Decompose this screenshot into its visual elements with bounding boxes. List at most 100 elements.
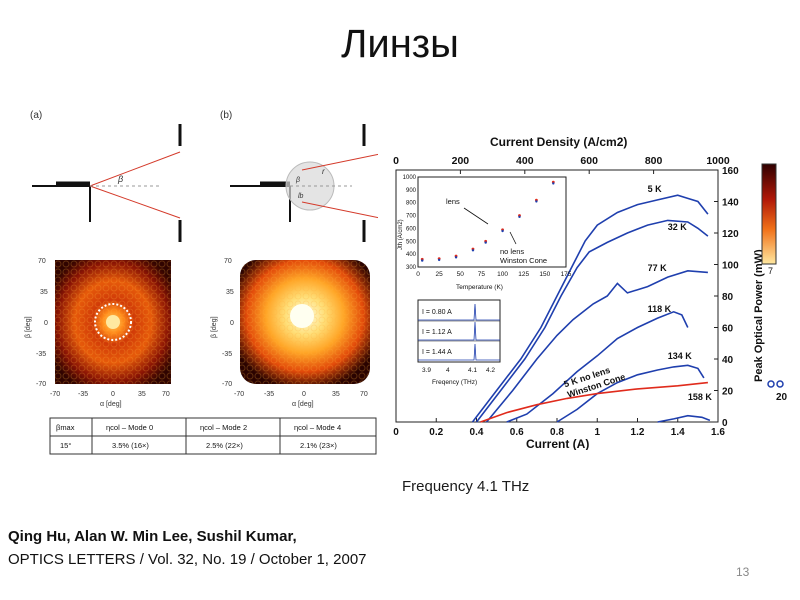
beam-ytick: 70 (224, 258, 232, 265)
beam-ytick: 0 (230, 320, 234, 327)
inset-point-nolens (535, 200, 538, 203)
y-tick-label: 100 (722, 261, 739, 272)
beam-xtick: 0 (302, 391, 306, 398)
top-tick-label: 800 (645, 155, 663, 167)
spectrum-xtick: 3.9 (422, 367, 431, 374)
table-header: ηcol – Mode 4 (294, 423, 341, 432)
spectrum-line (418, 303, 500, 321)
beam-xtick: 35 (138, 391, 146, 398)
y-tick-label: 0 (722, 418, 728, 429)
beam-xtick: -35 (78, 391, 88, 398)
y-axis-label: Peak Optical Power (mW) (753, 249, 765, 382)
citation-authors: Qing Hu, Alan W. Min Lee, Sushil Kumar, (8, 528, 297, 545)
beam-ytick: -70 (36, 381, 46, 388)
spectrum-xlabel: Freqency (THz) (432, 379, 477, 386)
colorbar-marker-icon (776, 380, 784, 388)
beam-xtick: 70 (360, 391, 368, 398)
x-tick-label: 0.4 (470, 427, 484, 438)
beam-ytick: 35 (226, 289, 234, 296)
lb-label: lb (298, 193, 304, 200)
inset-ytick: 900 (406, 188, 417, 194)
inset-xtick: 100 (497, 271, 508, 278)
beam-xtick: -35 (264, 391, 274, 398)
x-tick-label: 1.6 (711, 427, 725, 438)
table-cell: 2.5% (22×) (206, 441, 243, 450)
top-tick-label: 600 (580, 155, 598, 167)
x-axis-label: Current (A) (526, 437, 589, 450)
table-header: ηcol – Mode 0 (106, 423, 153, 432)
inset-point-nolens (501, 229, 504, 233)
page-number: 13 (736, 565, 750, 579)
y-tick-label: 140 (722, 198, 739, 209)
spectrum-xtick: 4 (446, 367, 450, 374)
inset-ylabel: Jth (A/cm2) (398, 219, 404, 250)
inset-xtick: 150 (539, 271, 550, 278)
beam-ylabel: β [deg] (211, 316, 218, 338)
series-line (506, 310, 689, 423)
spectrum-current-label: I = 1.44 A (422, 349, 452, 356)
threshold-inset: 0 25 50 75 100 125 150 175 1000 900 800 700 600 500 40… (398, 175, 572, 291)
series-label: 32 K (668, 222, 688, 232)
y-tick-label: 80 (722, 292, 734, 303)
beam-xtick: 0 (111, 391, 115, 398)
inset-point-nolens (454, 256, 458, 259)
table-cell: 2.1% (23×) (300, 441, 337, 450)
spectrum-xtick: 4.1 (468, 367, 477, 374)
beam-ytick: 35 (40, 289, 48, 296)
top-tick-label: 200 (452, 155, 470, 167)
beam-ylabel: β [deg] (25, 316, 32, 338)
inset-ytick: 500 (406, 239, 417, 245)
series-label: 134 K (668, 351, 693, 361)
efficiency-table: βmax ηcol – Mode 0 ηcol – Mode 2 ηcol – … (49, 417, 377, 455)
slide-title: Линзы (341, 22, 459, 66)
spectrum-current-label: I = 0.80 A (422, 309, 452, 316)
y-tick-label: 60 (722, 324, 734, 335)
y-tick-label: 40 (722, 355, 734, 366)
inset-ytick: 400 (406, 252, 417, 258)
beam-xtick: -70 (234, 391, 244, 398)
inset-xtick: 50 (457, 271, 465, 278)
beam-xtick: 35 (332, 391, 340, 398)
inset-ytick: 300 (406, 265, 417, 271)
inset-xtick: 0 (416, 271, 420, 278)
series-line (556, 364, 705, 423)
series-line (475, 219, 709, 423)
series-label: 77 K (648, 263, 668, 273)
y-tick-label: 120 (722, 229, 739, 240)
frequency-caption: Frequency 4.1 THz (402, 478, 530, 495)
beam-xtick: 70 (162, 391, 170, 398)
inset-point-nolens (552, 182, 555, 185)
beam-xtick: -70 (50, 391, 60, 398)
x-tick-label: 0.8 (550, 427, 564, 438)
spectrum-xtick: 4.2 (486, 367, 495, 374)
x-tick-label: 1.4 (671, 427, 685, 438)
beam-xlabel: α [deg] (100, 401, 122, 408)
inset-xlabel: Temperature (K) (456, 284, 503, 291)
inset-point-nolens (421, 259, 424, 262)
inset-xtick: 175 (561, 271, 572, 278)
top-tick-label: 1000 (706, 155, 730, 167)
beam-ytick: 70 (38, 258, 46, 265)
lens-geometry-figure: (a) β (b) β r lb 70 35 0 -35 -70 -70 -35… (25, 110, 380, 455)
inset-xtick: 125 (518, 271, 529, 278)
x-tick-label: 1 (594, 427, 600, 438)
spectra-inset: I = 0.80 A I = 1.12 A I = 1.44 A 3.9 4 4… (417, 299, 501, 386)
x-tick-label: 1.2 (631, 427, 645, 438)
inset-point-nolens (437, 258, 441, 262)
spectrum-line (418, 343, 500, 361)
beam-ytick: 0 (44, 320, 48, 327)
power-vs-current-chart: Current Density (A/cm2) Current (A) Peak… (378, 132, 800, 450)
x-tick-label: 0.2 (429, 427, 443, 438)
inset-ytick: 600 (406, 226, 417, 232)
panel-b-label: (b) (220, 110, 232, 121)
spectrum-line (418, 321, 500, 341)
beam-ytick: -35 (222, 351, 232, 358)
citation-journal: OPTICS LETTERS / Vol. 32, No. 19 / Octob… (8, 551, 367, 568)
x-tick-label: 0.6 (510, 427, 524, 438)
beam-ytick: -70 (222, 381, 232, 388)
panel-a-label: (a) (30, 110, 42, 121)
beam-xlabel: α [deg] (292, 401, 314, 408)
series-line (480, 381, 708, 423)
colorbar-label: 20 (776, 392, 788, 403)
inset-xtick: 25 (436, 271, 444, 278)
